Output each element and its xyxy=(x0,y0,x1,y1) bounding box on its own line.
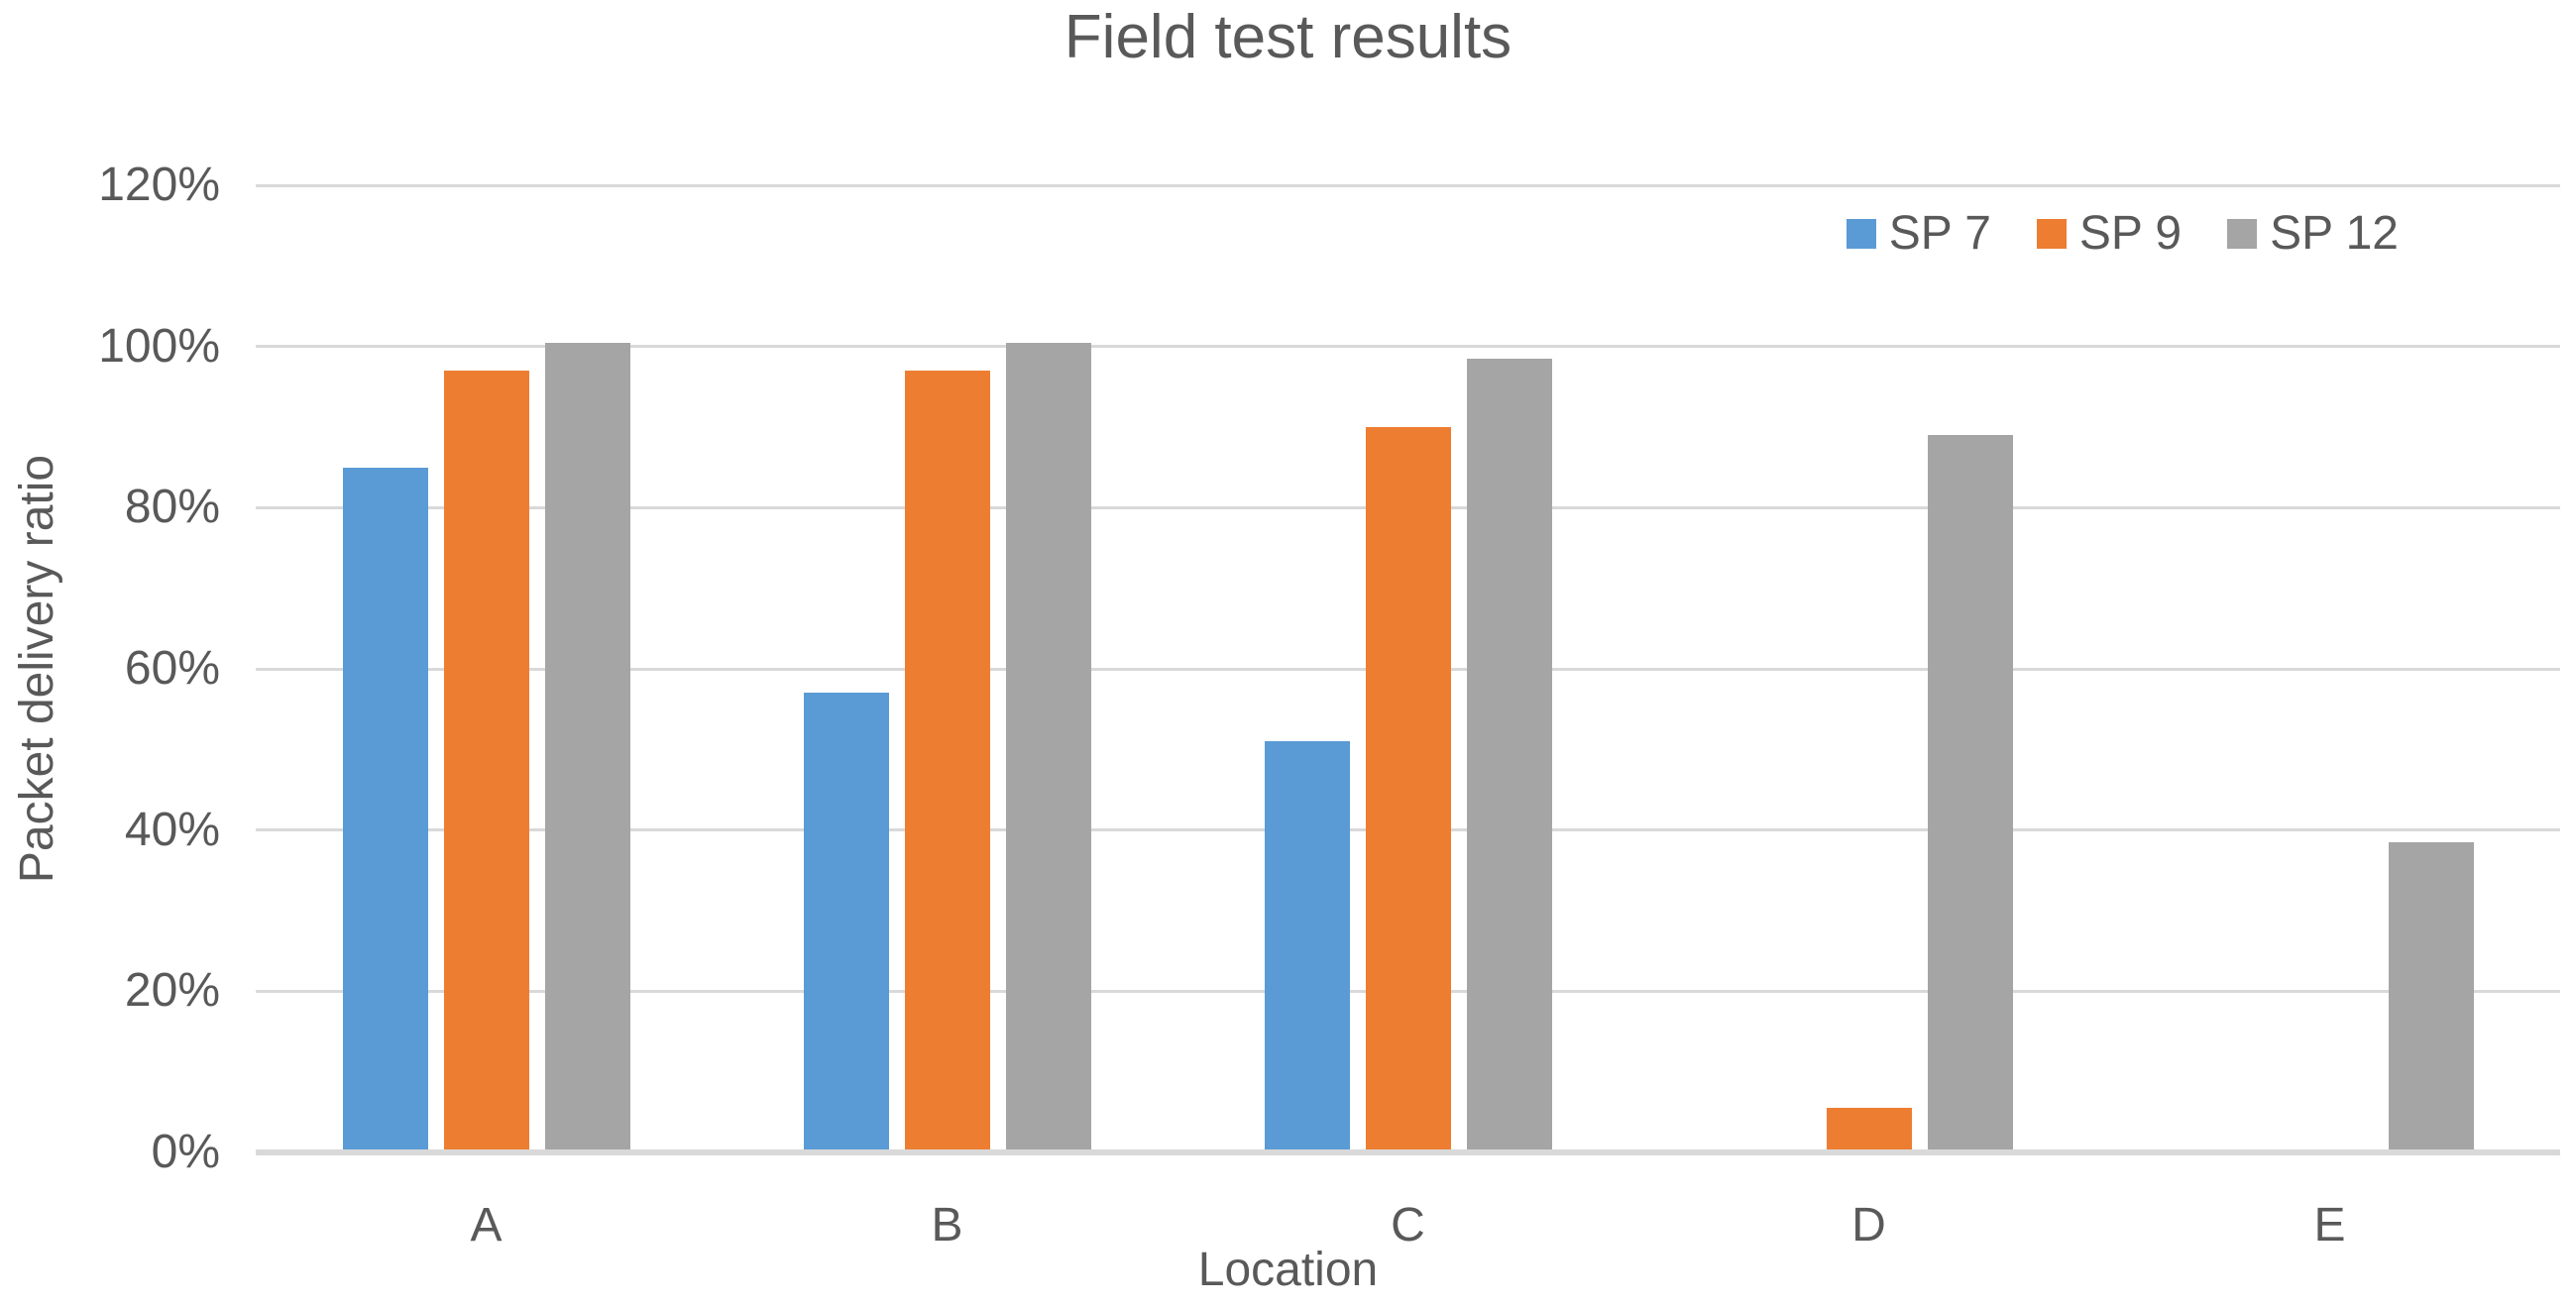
legend-item-sp7: SP 7 xyxy=(1846,207,1991,260)
gridline-100 xyxy=(256,345,2560,349)
legend-swatch-icon-sp7 xyxy=(1846,219,1876,249)
gridline-120 xyxy=(256,183,2560,187)
x-tick-label-c: C xyxy=(1391,1199,1425,1252)
legend-label-sp7: SP 7 xyxy=(1888,207,1991,260)
legend-swatch-icon-sp12 xyxy=(2227,219,2258,249)
bar-sp7-c xyxy=(1264,741,1350,1152)
legend-swatch-icon-sp9 xyxy=(2036,219,2067,249)
bar-sp12-b xyxy=(1005,342,1091,1152)
y-tick-label-80: 80% xyxy=(124,481,220,534)
x-axis-line xyxy=(256,1149,2560,1155)
bar-sp12-e xyxy=(2388,841,2474,1152)
x-tick-label-b: B xyxy=(931,1199,963,1252)
bar-sp9-a xyxy=(443,371,529,1152)
bar-sp9-c xyxy=(1365,427,1451,1152)
x-tick-label-d: D xyxy=(1851,1199,1886,1252)
bar-sp12-c xyxy=(1466,358,1552,1152)
bar-sp12-a xyxy=(544,342,630,1152)
chart-title: Field test results xyxy=(1064,3,1512,71)
y-tick-label-40: 40% xyxy=(124,803,220,856)
y-tick-label-20: 20% xyxy=(124,964,220,1018)
legend-label-sp12: SP 12 xyxy=(2270,207,2399,260)
y-tick-label-120: 120% xyxy=(98,159,220,211)
x-axis-title: Location xyxy=(1197,1244,1379,1296)
bar-sp7-a xyxy=(342,467,428,1152)
legend-item-sp12: SP 12 xyxy=(2227,208,2399,260)
bar-sp9-d xyxy=(1826,1108,1912,1152)
y-tick-label-100: 100% xyxy=(98,319,220,373)
y-tick-label-60: 60% xyxy=(124,642,220,695)
y-tick-label-0: 0% xyxy=(151,1126,220,1178)
x-tick-label-a: A xyxy=(470,1199,503,1252)
legend: SP 7 SP 9 SP 12 xyxy=(1846,207,2399,260)
bar-sp9-b xyxy=(904,371,990,1152)
legend-label-sp9: SP 9 xyxy=(2078,207,2183,260)
legend-item-sp9: SP 9 xyxy=(2036,207,2183,260)
bar-sp12-d xyxy=(1927,435,2013,1152)
x-tick-label-e: E xyxy=(2313,1199,2346,1252)
bar-sp7-b xyxy=(803,693,889,1152)
